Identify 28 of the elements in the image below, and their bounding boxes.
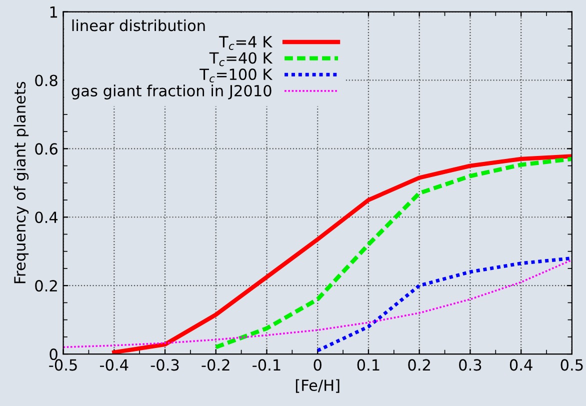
x-tick-label: -0.1 xyxy=(252,359,280,371)
line-series xyxy=(63,259,572,348)
legend-label: gas giant fraction in J2010 xyxy=(72,84,272,100)
y-tick-label: 1 xyxy=(50,6,58,18)
x-tick-label: 0.2 xyxy=(408,359,430,371)
x-tick-label: 0.4 xyxy=(510,359,532,371)
y-axis-title: Frequency of giant planets xyxy=(14,82,29,284)
x-tick-label: 0 xyxy=(314,359,322,371)
x-tick-label: -0.2 xyxy=(202,359,230,371)
x-tick-label: 0.5 xyxy=(560,359,583,371)
y-tick-label: 0.6 xyxy=(35,143,58,155)
legend-label: T$_{c}$=100 K xyxy=(200,68,273,82)
y-tick-label: 0 xyxy=(50,348,58,360)
x-tick-label: -0.5 xyxy=(49,359,77,371)
line-series xyxy=(214,156,572,350)
y-tick-label: 0.2 xyxy=(35,280,57,292)
legend-label: T$_{c}$=40 K xyxy=(209,52,273,66)
x-tick-label: -0.4 xyxy=(100,359,128,371)
legend-title: linear distribution xyxy=(72,19,205,32)
x-tick-label: -0.3 xyxy=(150,359,179,371)
line-series xyxy=(112,154,572,354)
x-axis-title: [Fe/H] xyxy=(296,379,340,393)
y-tick-label: 0.4 xyxy=(35,212,58,224)
x-tick-label: 0.1 xyxy=(357,359,380,371)
line-series xyxy=(316,256,572,352)
x-tick-label: 0.3 xyxy=(459,359,482,371)
legend-label: T$_{c}$=4 K xyxy=(218,36,273,50)
y-tick-label: 0.8 xyxy=(35,74,58,86)
